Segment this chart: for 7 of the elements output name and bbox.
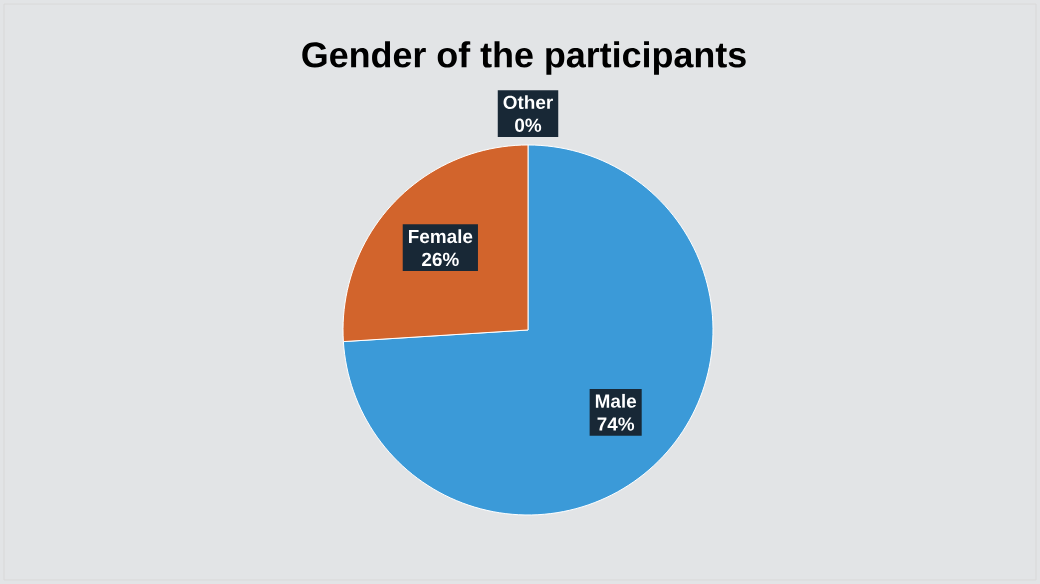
slice-label: Female bbox=[408, 229, 473, 244]
slice-label: Male bbox=[595, 393, 637, 408]
text: 0% bbox=[515, 118, 542, 132]
data-label: 74% bbox=[597, 417, 635, 431]
data-label: 26% bbox=[422, 252, 459, 267]
chart-title: Gender of the participants bbox=[302, 41, 746, 75]
category-label: Other bbox=[503, 95, 553, 110]
